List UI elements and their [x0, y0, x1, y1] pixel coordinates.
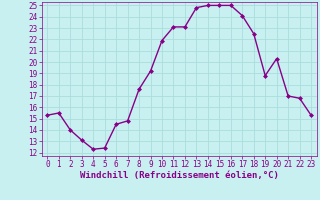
X-axis label: Windchill (Refroidissement éolien,°C): Windchill (Refroidissement éolien,°C) [80, 171, 279, 180]
